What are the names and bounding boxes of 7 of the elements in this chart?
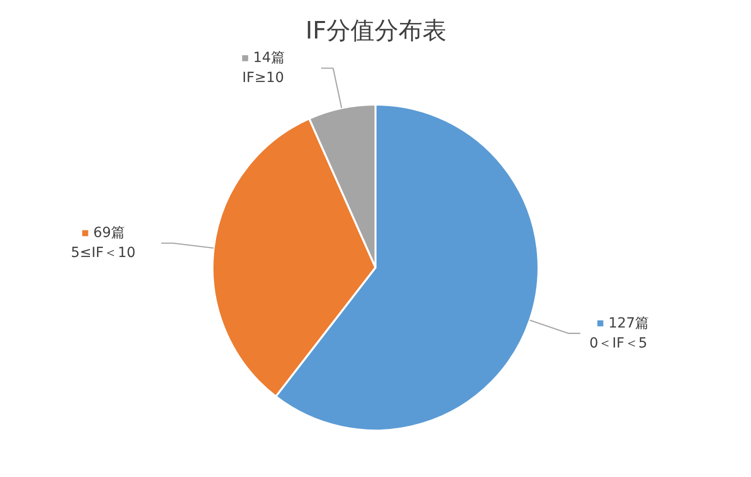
data-label: 127篇 [608,315,650,332]
data-label: 14篇 [253,50,285,66]
chart-title: IF分值分布表 [306,16,446,44]
data-label: 69篇 [93,225,126,242]
legend-label: IF≥10 [242,70,284,86]
legend-label: 0＜IF＜5 [589,335,648,352]
legend-label: 5≤IF＜10 [70,245,136,262]
